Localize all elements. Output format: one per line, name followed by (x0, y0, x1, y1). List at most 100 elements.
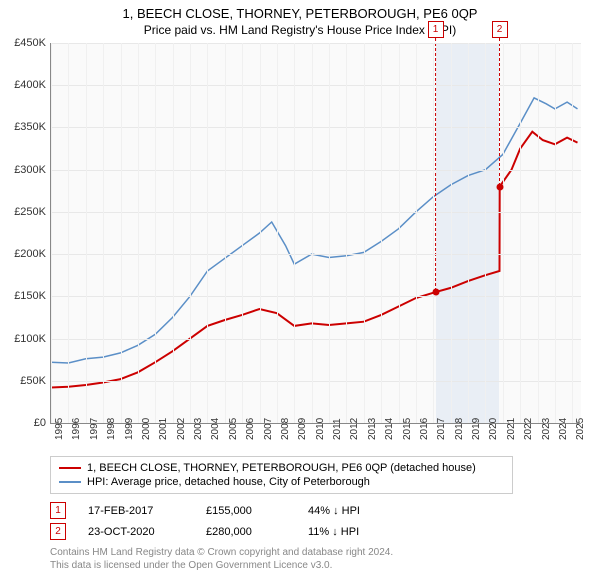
y-gridline (51, 296, 581, 297)
x-gridline (121, 43, 122, 423)
event-vs-hpi: 44% ↓ HPI (308, 505, 360, 517)
x-gridline (103, 43, 104, 423)
y-axis-label: £0 (1, 417, 46, 429)
y-gridline (51, 381, 581, 382)
x-gridline (433, 43, 434, 423)
event-id-box: 1 (50, 502, 66, 519)
x-axis-label: 2005 (228, 418, 239, 440)
x-gridline (225, 43, 226, 423)
x-axis-label: 1997 (89, 418, 100, 440)
x-axis-label: 2021 (506, 418, 517, 440)
x-gridline (173, 43, 174, 423)
x-gridline (485, 43, 486, 423)
chart-subtitle: Price paid vs. HM Land Registry's House … (0, 23, 600, 37)
x-gridline (190, 43, 191, 423)
x-gridline (329, 43, 330, 423)
x-axis-label: 2010 (315, 418, 326, 440)
x-axis-label: 2015 (402, 418, 413, 440)
x-gridline (572, 43, 573, 423)
x-gridline (207, 43, 208, 423)
x-axis-label: 2003 (193, 418, 204, 440)
x-axis-label: 2025 (575, 418, 586, 440)
chart-plot-area: £0£50K£100K£150K£200K£250K£300K£350K£400… (50, 43, 581, 424)
x-gridline (399, 43, 400, 423)
x-axis-label: 2008 (280, 418, 291, 440)
x-axis-label: 1999 (124, 418, 135, 440)
x-gridline (538, 43, 539, 423)
x-axis-label: 2000 (141, 418, 152, 440)
footer-attribution: Contains HM Land Registry data © Crown c… (50, 546, 600, 572)
y-axis-label: £350K (1, 121, 46, 133)
x-axis-label: 2022 (523, 418, 534, 440)
x-axis-label: 2020 (488, 418, 499, 440)
marker-box-1: 1 (428, 21, 444, 38)
y-gridline (51, 212, 581, 213)
x-axis-label: 2023 (541, 418, 552, 440)
x-axis-label: 2018 (454, 418, 465, 440)
chart-title: 1, BEECH CLOSE, THORNEY, PETERBOROUGH, P… (0, 6, 600, 21)
legend-row: HPI: Average price, detached house, City… (59, 475, 504, 489)
x-gridline (520, 43, 521, 423)
x-axis-label: 2013 (367, 418, 378, 440)
x-gridline (155, 43, 156, 423)
y-axis-label: £50K (1, 375, 46, 387)
x-gridline (277, 43, 278, 423)
y-gridline (51, 339, 581, 340)
x-axis-label: 1996 (71, 418, 82, 440)
chart-lines-svg (51, 43, 581, 423)
x-gridline (555, 43, 556, 423)
x-axis-label: 2004 (210, 418, 221, 440)
x-axis-label: 2016 (419, 418, 430, 440)
x-gridline (86, 43, 87, 423)
legend-swatch (59, 467, 81, 469)
x-gridline (503, 43, 504, 423)
legend-box: 1, BEECH CLOSE, THORNEY, PETERBOROUGH, P… (50, 456, 513, 494)
marker-dot-2 (496, 183, 503, 190)
y-axis-label: £300K (1, 164, 46, 176)
marker-dot-1 (432, 289, 439, 296)
legend-row: 1, BEECH CLOSE, THORNEY, PETERBOROUGH, P… (59, 461, 504, 475)
y-axis-label: £200K (1, 248, 46, 260)
x-axis-label: 2019 (471, 418, 482, 440)
x-axis-label: 2017 (436, 418, 447, 440)
y-gridline (51, 43, 581, 44)
event-price: £155,000 (206, 505, 286, 517)
x-gridline (260, 43, 261, 423)
x-axis-label: 2007 (263, 418, 274, 440)
y-axis-label: £400K (1, 79, 46, 91)
footer-line2: This data is licensed under the Open Gov… (50, 559, 600, 572)
x-gridline (294, 43, 295, 423)
event-row: 117-FEB-2017£155,00044% ↓ HPI (50, 500, 600, 521)
y-gridline (51, 170, 581, 171)
legend-swatch (59, 481, 81, 483)
y-axis-label: £250K (1, 206, 46, 218)
y-axis-label: £100K (1, 333, 46, 345)
x-gridline (381, 43, 382, 423)
y-gridline (51, 254, 581, 255)
marker-box-2: 2 (492, 21, 508, 38)
legend-label: HPI: Average price, detached house, City… (87, 476, 370, 488)
footer-line1: Contains HM Land Registry data © Crown c… (50, 546, 600, 559)
x-axis-label: 1995 (54, 418, 65, 440)
x-gridline (451, 43, 452, 423)
event-id-box: 2 (50, 523, 66, 540)
event-date: 23-OCT-2020 (88, 526, 184, 538)
x-axis-label: 2014 (384, 418, 395, 440)
x-gridline (416, 43, 417, 423)
event-table: 117-FEB-2017£155,00044% ↓ HPI223-OCT-202… (50, 500, 600, 542)
y-gridline (51, 127, 581, 128)
x-gridline (312, 43, 313, 423)
x-axis-label: 1998 (106, 418, 117, 440)
y-gridline (51, 85, 581, 86)
x-gridline (468, 43, 469, 423)
x-axis-label: 2006 (245, 418, 256, 440)
event-row: 223-OCT-2020£280,00011% ↓ HPI (50, 521, 600, 542)
x-gridline (68, 43, 69, 423)
x-axis-label: 2024 (558, 418, 569, 440)
x-gridline (51, 43, 52, 423)
legend-label: 1, BEECH CLOSE, THORNEY, PETERBOROUGH, P… (87, 462, 476, 474)
y-axis-label: £450K (1, 37, 46, 49)
x-axis-label: 2012 (349, 418, 360, 440)
x-gridline (242, 43, 243, 423)
x-gridline (138, 43, 139, 423)
